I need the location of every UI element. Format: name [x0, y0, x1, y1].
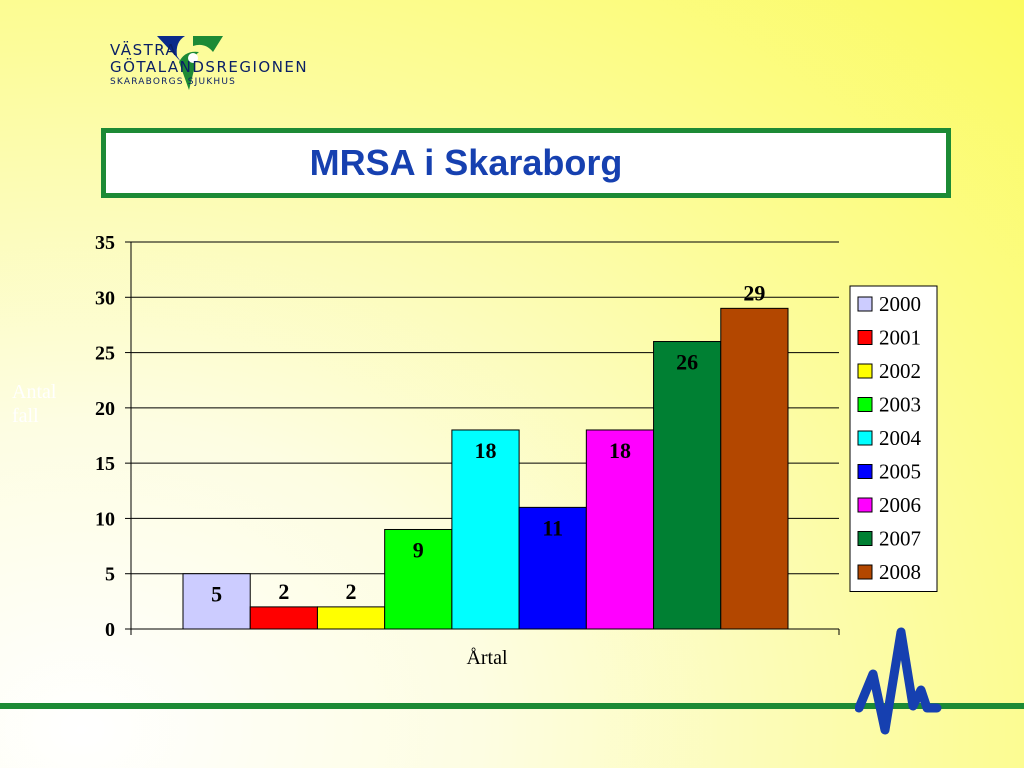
legend-label-2001: 2001	[879, 326, 921, 350]
logo-emblem-icon	[157, 36, 223, 90]
y-tick-label: 5	[105, 564, 115, 586]
bar-2007	[653, 341, 722, 630]
data-label-2001: 2	[278, 579, 289, 604]
logo-line-3: SKARABORGS SJUKHUS	[110, 77, 237, 87]
bar-2001	[249, 606, 318, 630]
y-axis-label: Antal fall	[12, 381, 57, 427]
footer-line	[0, 703, 1024, 709]
bar-2005	[518, 506, 587, 630]
legend-swatch-2006	[857, 497, 873, 513]
legend-swatch-2008	[857, 564, 873, 580]
bar-2008	[720, 307, 789, 630]
legend-label-2007: 2007	[879, 527, 921, 551]
legend-swatch-2005	[857, 464, 873, 479]
legend-label-2000: 2000	[879, 292, 921, 316]
data-label-2000: 5	[211, 582, 222, 607]
title-box: MRSA i Skaraborg	[101, 128, 951, 198]
legend-label-2003: 2003	[879, 393, 921, 417]
bar-2003	[384, 528, 453, 630]
data-label-2004: 18	[475, 438, 497, 463]
y-tick-label: 25	[95, 343, 115, 365]
pulse-wave-icon	[855, 627, 942, 735]
data-label-2008: 29	[743, 280, 765, 305]
bar-2000	[182, 573, 251, 630]
logo	[157, 36, 223, 90]
y-tick-label: 35	[95, 232, 115, 254]
x-axis-label: Årtal	[466, 647, 508, 669]
legend-label-2006: 2006	[879, 493, 921, 517]
data-label-2003: 9	[413, 537, 424, 562]
legend-swatch-2001	[857, 330, 873, 345]
page-title: MRSA i Skaraborg	[309, 142, 623, 183]
bar-2006	[585, 429, 655, 630]
legend-swatch-2004	[857, 430, 873, 446]
y-tick-label: 15	[95, 453, 115, 475]
logo-line-1: VÄSTRA	[110, 41, 178, 59]
data-label-2005: 11	[542, 515, 563, 540]
logo-text: VÄSTRA GÖTALANDSREGIONEN SKARABORGS SJUK…	[110, 42, 308, 88]
legend-label-2002: 2002	[879, 359, 921, 383]
legend-label-2008: 2008	[879, 560, 921, 584]
data-label-2002: 2	[346, 579, 357, 604]
bar-2004	[451, 429, 520, 630]
data-label-2007: 26	[676, 350, 698, 375]
legend-swatch-2000	[857, 296, 873, 312]
y-tick-label: 10	[95, 508, 115, 530]
legend-swatch-2007	[857, 531, 873, 546]
y-tick-label: 0	[105, 619, 115, 641]
bar-2002	[316, 606, 386, 630]
legend-label-2005: 2005	[879, 460, 921, 484]
legend-swatch-2003	[857, 397, 873, 412]
legend-swatch-2002	[857, 363, 873, 379]
y-tick-label: 20	[95, 398, 115, 420]
data-label-2006: 18	[609, 438, 631, 463]
y-tick-label: 30	[95, 287, 115, 309]
logo-line-2: GÖTALANDSREGIONEN	[110, 58, 309, 76]
legend-label-2004: 2004	[879, 426, 922, 450]
